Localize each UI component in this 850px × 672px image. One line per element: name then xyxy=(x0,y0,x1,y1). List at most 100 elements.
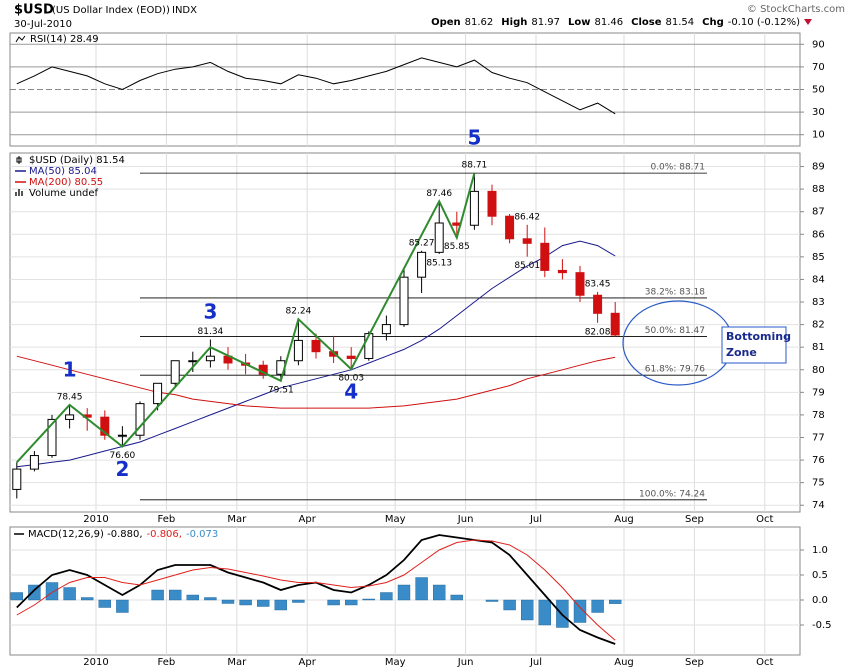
y-tick-label: 1.0 xyxy=(812,545,828,556)
price-annotation: 80.03 xyxy=(338,374,364,384)
x-tick-label: Apr xyxy=(299,657,317,668)
price-annotation: 88.71 xyxy=(462,161,488,171)
histogram-bar xyxy=(397,584,411,601)
candle-body xyxy=(487,190,497,217)
candle-body xyxy=(29,455,39,470)
candle-body xyxy=(610,312,620,336)
legend-entry: MA(200) 80.55 xyxy=(29,177,103,188)
date: 30-Jul-2010 xyxy=(14,19,72,30)
y-tick-label: 76 xyxy=(812,455,825,466)
candle-body xyxy=(469,190,479,226)
candle-body xyxy=(170,360,180,384)
x-tick-label: 2010 xyxy=(83,657,108,668)
instrument-name: (US Dollar Index (EOD)) xyxy=(52,5,170,16)
quote-value: -0.10 (-0.12%) xyxy=(728,17,800,28)
price-annotation: 76.60 xyxy=(110,451,136,461)
x-tick-label: Mar xyxy=(227,514,247,525)
price-annotation: 79.51 xyxy=(268,385,294,395)
wave-label: 3 xyxy=(203,300,217,324)
x-tick-label: May xyxy=(385,514,406,525)
x-tick-label: Jul xyxy=(529,514,542,525)
fib-label: 100.0%: 74.24 xyxy=(639,489,705,499)
fib-label: 61.8%: 79.76 xyxy=(645,365,706,375)
histogram-bar xyxy=(204,597,217,601)
price-annotation: 85.13 xyxy=(426,258,452,268)
candle-body xyxy=(540,242,550,271)
y-tick-label: 88 xyxy=(812,184,825,195)
wave-label: 1 xyxy=(63,357,77,381)
y-tick-label: 81 xyxy=(812,342,825,353)
x-tick-label: Aug xyxy=(614,514,634,525)
price-annotation: 81.34 xyxy=(198,327,224,337)
candle-body xyxy=(434,222,444,253)
legend-entry: RSI(14) 28.49 xyxy=(30,34,99,45)
x-tick-label: 2010 xyxy=(83,514,108,525)
histogram-bar xyxy=(116,599,129,613)
wave-label: 5 xyxy=(467,126,481,150)
price-annotation: 85.27 xyxy=(409,238,435,248)
histogram-bar xyxy=(380,592,393,601)
x-tick-label: Oct xyxy=(756,657,773,668)
legend-entry: MACD(12,26,9) -0.880, xyxy=(28,529,143,540)
quote-label: Close xyxy=(631,17,662,28)
histogram-bar xyxy=(521,599,534,621)
fib-label: 38.2%: 83.18 xyxy=(645,287,706,297)
y-tick-label: 80 xyxy=(812,365,825,376)
candle-body xyxy=(188,360,198,363)
histogram-bar xyxy=(80,597,94,601)
candle-body xyxy=(293,339,303,362)
candle-body xyxy=(346,355,356,359)
quote-label: Low xyxy=(568,17,590,28)
candle-body xyxy=(153,382,163,405)
histogram-bar xyxy=(28,584,41,601)
y-tick-label: 74 xyxy=(812,500,825,511)
histogram-bar xyxy=(10,592,24,601)
x-tick-label: Aug xyxy=(614,657,634,668)
quote-value: 81.54 xyxy=(666,17,695,28)
legend-entry: -0.806, xyxy=(147,529,182,540)
quote: Open 81.62 High 81.97 Low 81.46 Close 81.54 Chg -… xyxy=(431,17,800,28)
y-tick-label: 0.0 xyxy=(812,595,828,606)
y-tick-label: 79 xyxy=(812,387,825,398)
y-tick-label: 77 xyxy=(812,432,825,443)
histogram-bar xyxy=(485,599,499,602)
candle-body xyxy=(505,215,515,240)
legend-entry: -0.073 xyxy=(186,529,218,540)
wave-label: 2 xyxy=(115,457,129,481)
candle-body xyxy=(557,269,567,274)
price-annotation: 82.24 xyxy=(286,307,312,317)
histogram-bar xyxy=(503,599,516,611)
legend-entry: MA(50) 85.04 xyxy=(29,166,97,177)
histogram-bar xyxy=(221,599,235,604)
y-tick-label: 75 xyxy=(812,478,825,489)
histogram-bar xyxy=(239,599,252,606)
x-tick-label: Feb xyxy=(158,514,176,525)
price-annotation: 85.85 xyxy=(444,242,470,252)
x-tick-label: Sep xyxy=(685,514,704,525)
moving-average-line xyxy=(16,240,616,468)
callout-text: Zone xyxy=(726,346,757,359)
price-annotation: 86.42 xyxy=(514,212,540,222)
y-tick-label: 78 xyxy=(812,410,825,421)
price-annotation: 82.08 xyxy=(585,327,611,337)
wave-line xyxy=(16,172,476,463)
rsi-line xyxy=(16,57,616,115)
symbol: $USD xyxy=(14,3,54,18)
callout-box xyxy=(721,326,787,364)
y-tick-label: -0.5 xyxy=(812,620,832,631)
macd-line xyxy=(16,539,616,641)
fib-label: 0.0%: 88.71 xyxy=(650,163,705,173)
candle-body xyxy=(117,434,127,437)
candle-body xyxy=(65,414,75,420)
histogram-bar xyxy=(538,599,551,626)
y-tick-label: 85 xyxy=(812,252,825,263)
quote-value: 81.62 xyxy=(465,17,494,28)
legend-entry: $USD (Daily) 81.54 xyxy=(29,155,125,166)
y-tick-label: 83 xyxy=(812,297,825,308)
x-tick-label: Sep xyxy=(685,657,704,668)
candle-body xyxy=(399,276,409,326)
histogram-bar xyxy=(415,577,428,601)
wave-label: 4 xyxy=(344,380,358,404)
candle-body xyxy=(575,272,585,296)
down-marker xyxy=(804,19,812,25)
